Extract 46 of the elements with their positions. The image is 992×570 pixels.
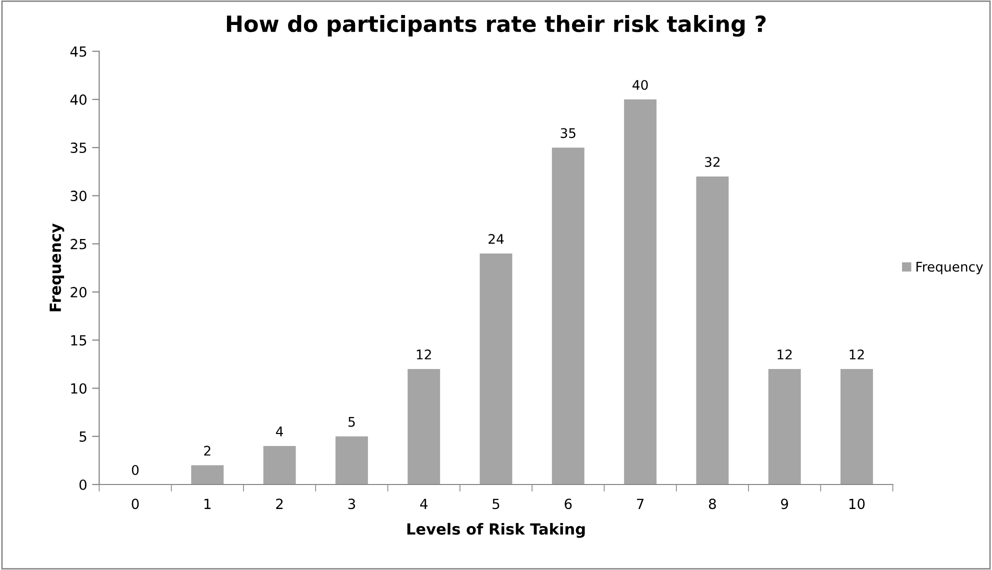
bar [840,368,873,484]
legend-label: Frequency [916,262,983,274]
y-tick-label: 20 [70,286,86,298]
y-tick-label: 15 [71,335,86,346]
data-label: 12 [416,350,431,360]
x-tick-label: 9 [781,498,788,510]
x-tick-label: 0 [132,498,139,510]
data-label: 40 [632,80,648,90]
y-tick-label: 35 [70,142,86,154]
y-tick-label: 40 [70,94,86,105]
x-tick-label: 6 [564,498,572,510]
data-label: 4 [276,426,284,436]
bar [624,99,657,484]
y-tick-label: 30 [70,190,86,202]
bar [480,253,512,484]
data-label: 12 [850,350,864,360]
x-tick-label: 10 [849,498,865,510]
data-label: 32 [705,156,720,167]
bar [696,176,729,484]
y-tick-label: 10 [71,383,86,394]
x-tick-label: 5 [492,498,500,510]
x-tick-label: 3 [348,498,356,510]
data-label: 12 [778,350,792,360]
data-label: 35 [560,128,576,138]
y-tick-label: 5 [80,432,86,442]
y-tick-label: 0 [79,479,86,490]
y-tick-label: 45 [70,46,86,57]
x-tick-label: 4 [420,498,428,509]
bar [263,446,296,484]
x-tick-label: 7 [637,498,644,509]
x-tick-label: 1 [204,498,211,509]
data-label: 24 [488,234,504,244]
x-tick-label: 2 [276,498,283,509]
y-tick-label: 25 [70,238,86,250]
chart-title: How do participants rate their risk taking ? [226,14,766,37]
bar [335,436,368,484]
data-label: 2 [204,446,210,456]
data-label: 5 [348,417,355,427]
bar [768,368,801,484]
x-tick-label: 8 [708,498,716,510]
bar [191,465,224,484]
bar [552,148,584,484]
y-axis-title: Frequency [50,223,64,312]
bar [408,368,440,484]
x-axis-title: Levels of Risk Taking [407,522,585,538]
data-label: 0 [132,465,139,475]
